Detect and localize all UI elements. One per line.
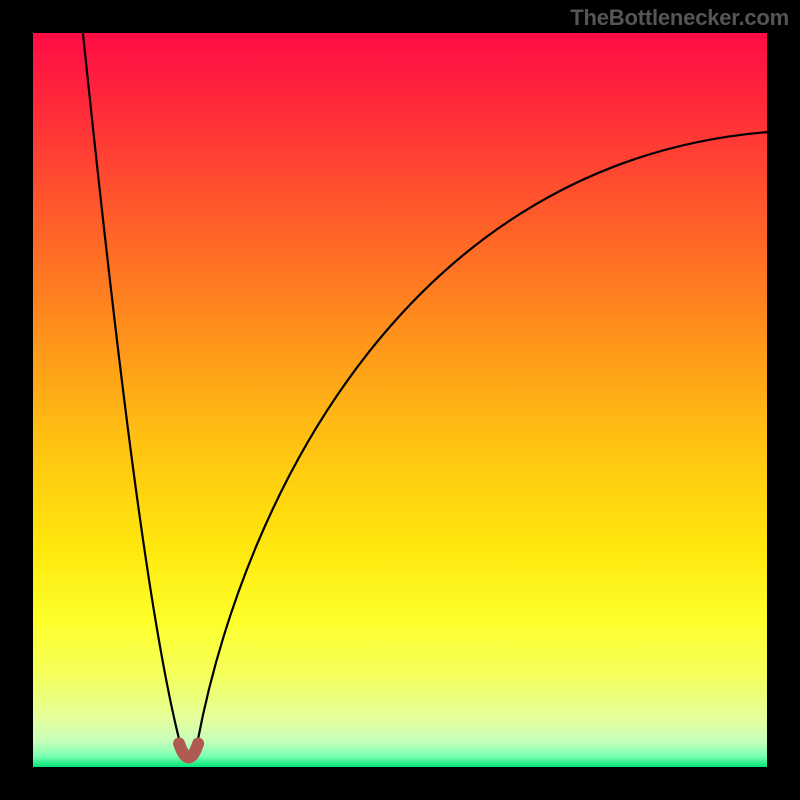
plot-area xyxy=(33,33,767,767)
gradient-background xyxy=(33,33,767,767)
chart-svg xyxy=(33,33,767,767)
outer-frame: TheBottlenecker.com xyxy=(0,0,800,800)
watermark-text: TheBottlenecker.com xyxy=(570,5,789,31)
